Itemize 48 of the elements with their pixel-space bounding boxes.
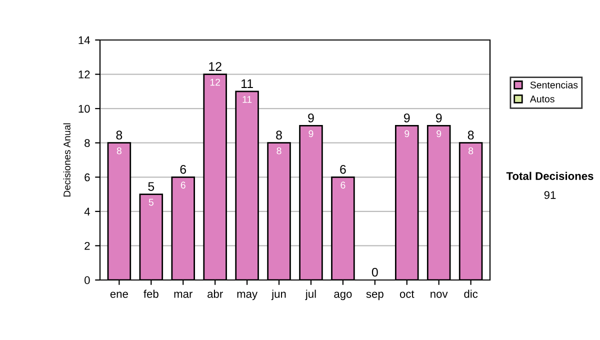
data-label: 6 [180, 182, 186, 189]
y-tick-label: 4 [84, 208, 90, 216]
data-label: 6 [340, 182, 346, 189]
legend-label: Sentencias [530, 81, 578, 88]
text: Total Decisiones [506, 172, 594, 180]
data-label: 9 [404, 130, 410, 138]
x-tick-label: feb [144, 290, 158, 298]
x-tick-label: abr [208, 290, 223, 298]
total-label: 12 [209, 62, 222, 71]
data-label: 8 [276, 147, 282, 154]
y-tick-label: 14 [78, 36, 90, 44]
data-label: 9 [436, 130, 442, 138]
y-tick-label: 12 [78, 70, 90, 78]
data-label: 9 [308, 130, 314, 138]
x-tick-label: oct [400, 290, 414, 298]
total-label: 9 [404, 114, 410, 122]
data-label: 12 [210, 78, 220, 86]
total-label: 6 [340, 164, 346, 174]
x-tick-label: nov [430, 292, 448, 298]
data-label: 5 [148, 198, 154, 206]
x-tick-label: dic [464, 290, 478, 298]
x-tick-label: mar [174, 292, 192, 298]
text: 91 [544, 191, 556, 199]
y-tick-label: 8 [84, 139, 90, 147]
total-label: 9 [436, 114, 442, 122]
x-tick-label: jul [305, 290, 316, 300]
total-label: 8 [276, 130, 282, 140]
data-label: 8 [468, 147, 474, 154]
y-tick-label: 10 [78, 104, 90, 113]
total-label: 8 [468, 130, 474, 140]
x-tick-label: ene [110, 292, 128, 298]
y-axis-title: Decisiones Anual [63, 123, 70, 196]
total-label: 8 [116, 130, 122, 140]
total-label: 5 [148, 182, 154, 191]
data-label: 11 [242, 96, 252, 103]
total-label: 9 [308, 114, 314, 122]
y-tick-label: 0 [84, 276, 90, 284]
x-tick-label: may [237, 292, 258, 300]
x-tick-label: jun [271, 290, 286, 300]
x-tick-label: sep [366, 292, 384, 300]
legend-label: Autos [530, 96, 554, 102]
x-tick-label: ago [334, 292, 352, 300]
y-tick-label: 6 [84, 173, 90, 182]
total-label: 0 [372, 268, 378, 277]
total-label: 11 [242, 79, 253, 88]
data-label: 8 [116, 147, 122, 154]
total-label: 6 [180, 164, 186, 174]
y-tick-label: 2 [84, 242, 90, 250]
